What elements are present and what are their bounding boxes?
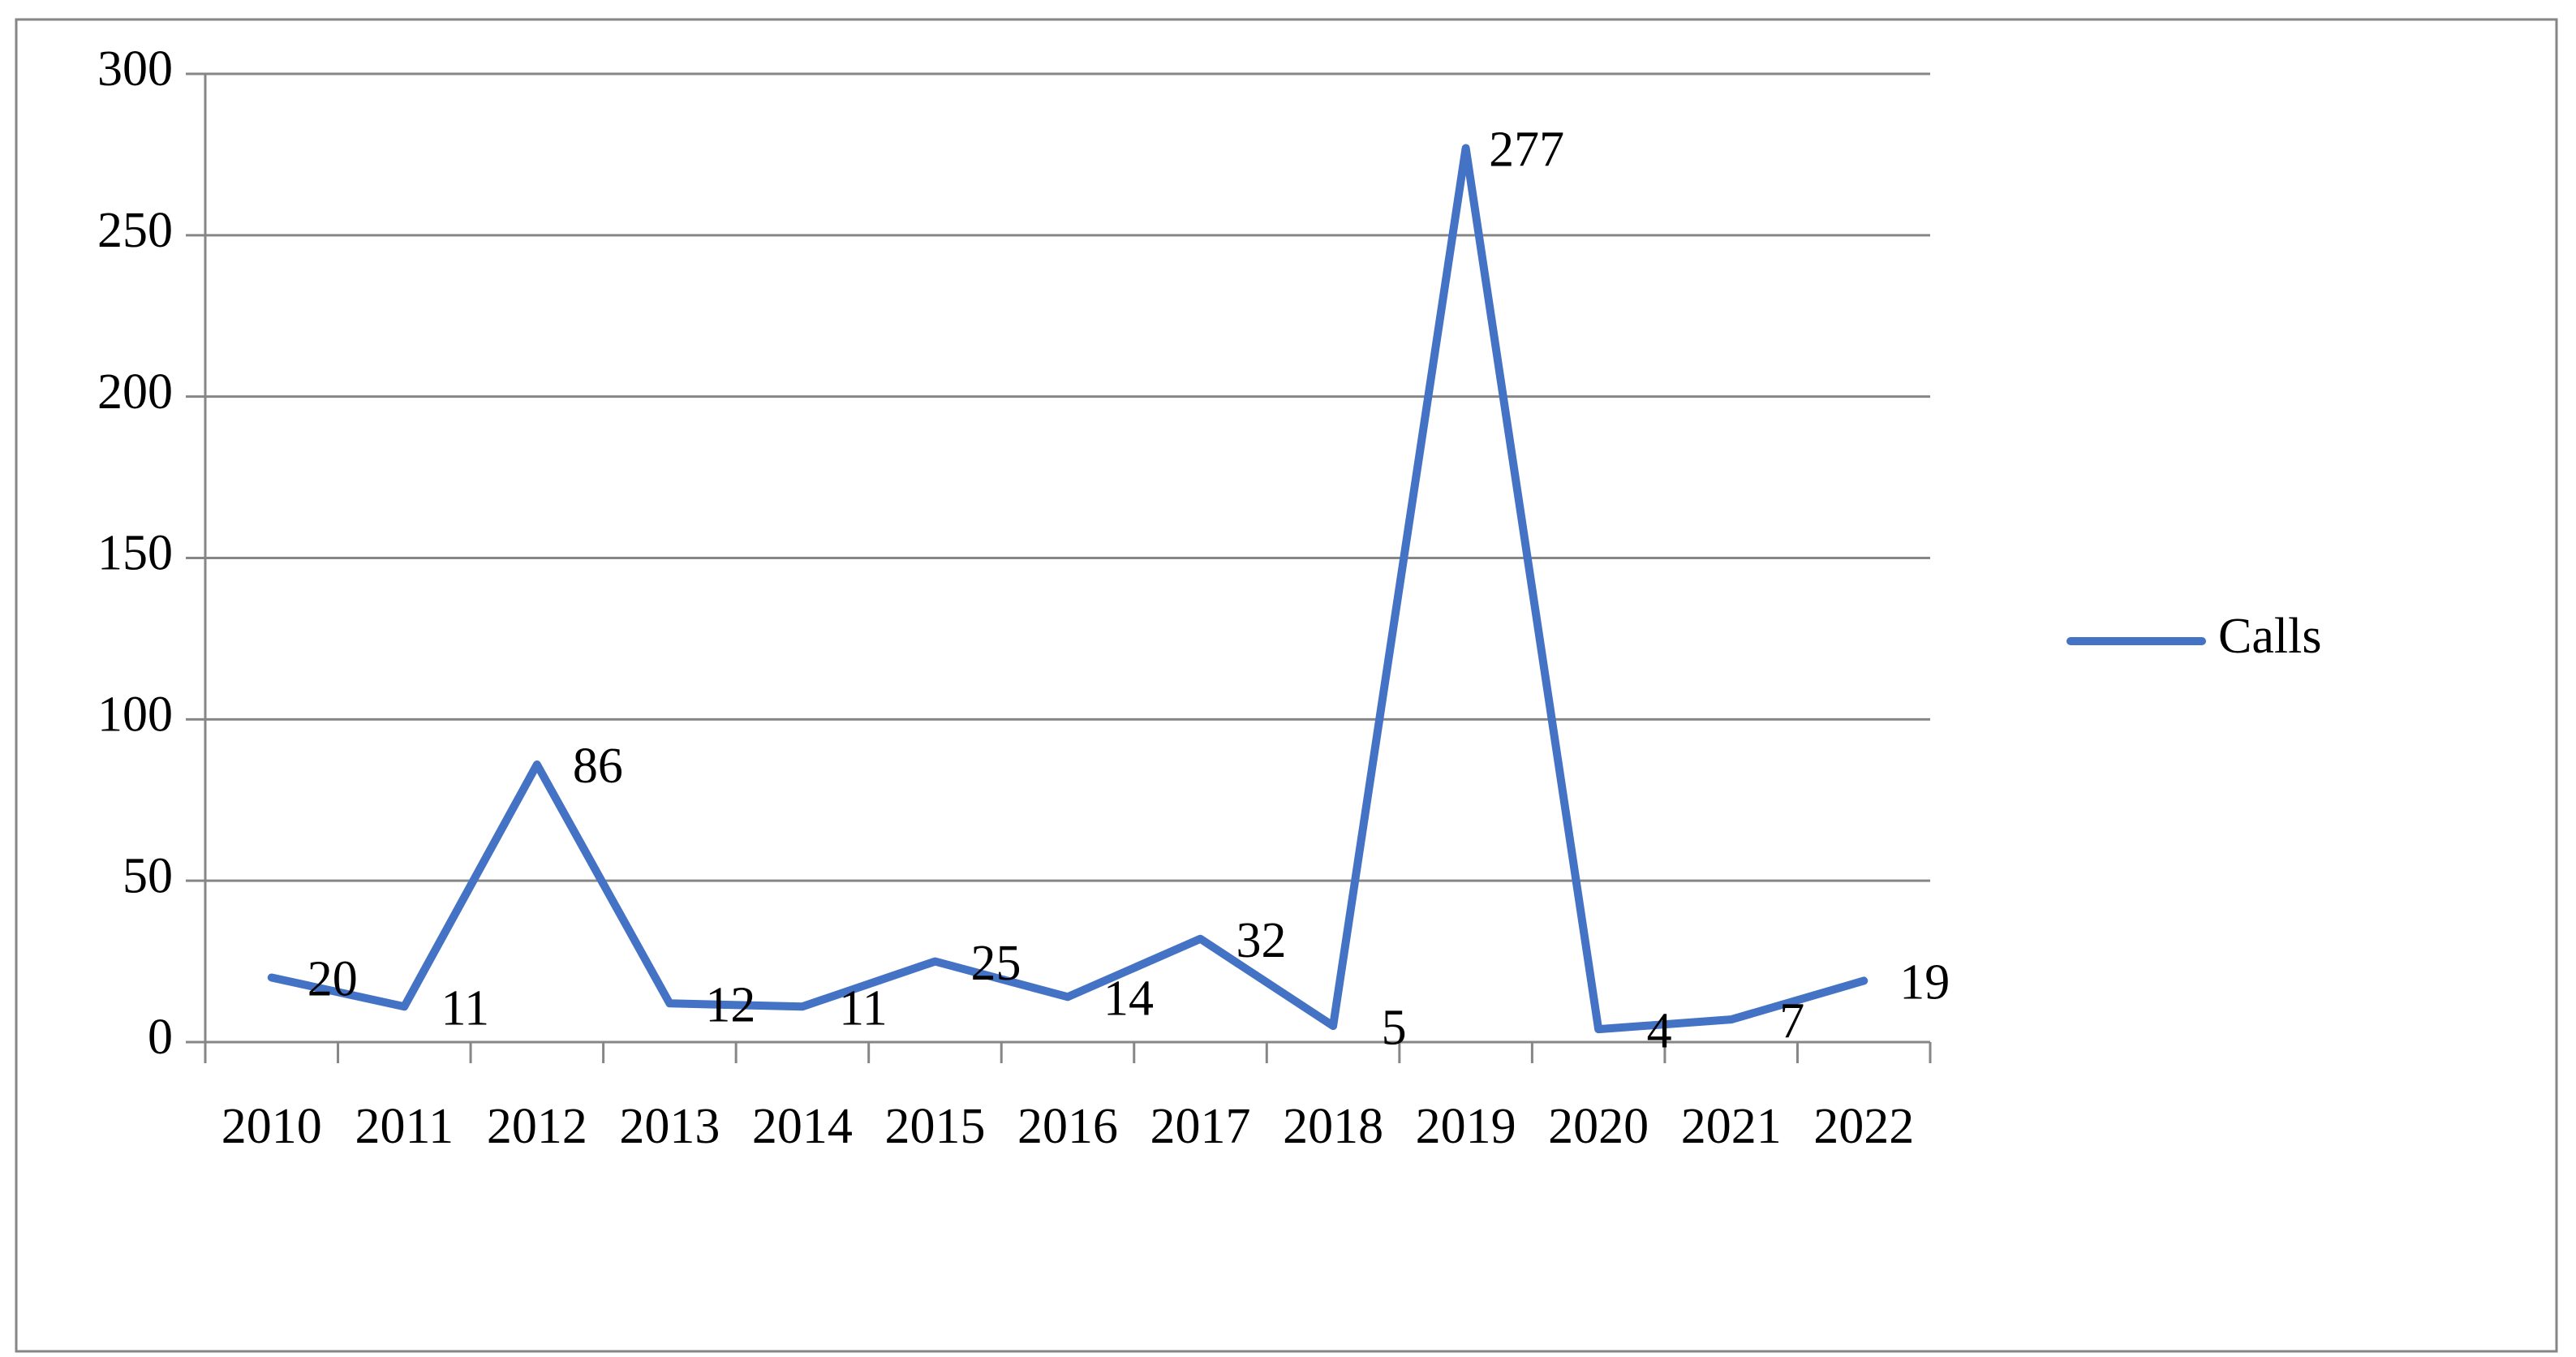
x-tick-label: 2012 — [487, 1099, 587, 1154]
x-tick-label: 2010 — [221, 1099, 322, 1154]
x-tick-label: 2013 — [619, 1099, 720, 1154]
y-tick-label: 200 — [97, 364, 173, 420]
data-label: 32 — [1236, 913, 1287, 968]
x-tick-label: 2014 — [752, 1099, 853, 1154]
data-line — [267, 144, 1869, 1034]
data-label: 19 — [1899, 955, 1950, 1010]
x-tick-label: 2018 — [1283, 1099, 1383, 1154]
data-label: 5 — [1382, 1000, 1407, 1055]
y-tick-label: 0 — [148, 1010, 173, 1065]
chart-frame — [15, 18, 2558, 1353]
data-label: 11 — [839, 980, 888, 1036]
y-tick-label: 100 — [97, 687, 173, 743]
y-tick-label: 50 — [123, 848, 173, 903]
data-label: 11 — [441, 980, 489, 1036]
x-tick-label: 2017 — [1150, 1099, 1251, 1154]
x-tick-label: 2020 — [1548, 1099, 1649, 1154]
data-label: 20 — [307, 952, 358, 1007]
data-label: 86 — [573, 739, 623, 794]
data-label: 4 — [1647, 1003, 1672, 1058]
x-tick-label: 2019 — [1416, 1099, 1516, 1154]
x-tick-label: 2011 — [355, 1099, 454, 1154]
x-tick-label: 2021 — [1681, 1099, 1782, 1154]
data-label: 12 — [705, 978, 755, 1033]
legend-label: Calls — [2218, 609, 2321, 664]
data-label: 14 — [1103, 971, 1154, 1027]
x-tick-label: 2015 — [884, 1099, 985, 1154]
y-tick-label: 150 — [97, 526, 173, 581]
y-tick-label: 300 — [97, 41, 173, 97]
data-label: 25 — [970, 936, 1021, 991]
x-tick-label: 2016 — [1017, 1099, 1118, 1154]
data-label: 7 — [1779, 993, 1804, 1049]
x-tick-label: 2022 — [1813, 1099, 1914, 1154]
y-tick-label: 250 — [97, 203, 173, 258]
data-label: 277 — [1489, 123, 1564, 178]
